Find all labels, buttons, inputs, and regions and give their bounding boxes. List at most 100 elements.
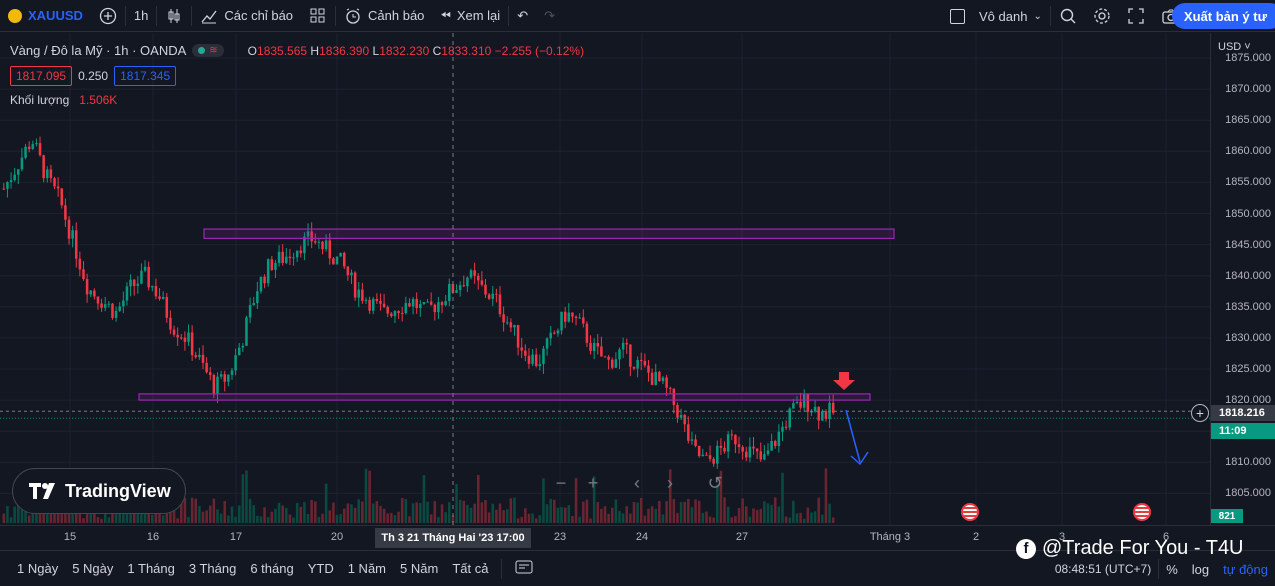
candle-body [744,451,748,458]
price-chart[interactable] [0,33,1210,525]
time-tick-label: 20 [330,531,344,543]
fullscreen-button[interactable] [1119,0,1153,32]
candle-body [328,240,332,259]
candle-body [705,454,708,456]
price-axis[interactable]: 1875.000 1870.000 1865.000 1860.000 1855.000… [1210,33,1275,525]
replay-button[interactable]: ⏪︎ Xem lại [432,0,508,32]
log-scale-toggle[interactable]: log [1191,561,1210,577]
candle-body [42,155,45,179]
candle-body [542,348,545,365]
us-flag-event-icon[interactable] [1133,503,1151,521]
range-button[interactable]: 1 Tháng [127,561,175,576]
volume-bar [9,517,13,523]
percent-scale-toggle[interactable]: % [1166,561,1178,577]
currency-select[interactable]: USD ˅ [1218,41,1251,53]
candle-body [534,354,538,367]
layout-checkbox-icon [950,8,965,24]
top-toolbar: XAUUSD 1h Các chỉ báo Cảnh báo ⏪︎ Xem lạ… [0,0,1275,32]
volume-bar [563,507,567,523]
bar-countdown-label: 11:09 [1211,423,1275,439]
candle-body [103,304,107,308]
volume-bar [270,511,274,523]
scroll-left-button[interactable]: ‹ [624,470,650,496]
auto-scale-toggle[interactable]: tự động [1223,561,1268,577]
scroll-right-button[interactable]: › [657,470,683,496]
volume-bar [408,516,411,523]
search-button[interactable] [1051,0,1085,32]
layout-select[interactable]: Vô danh ⌄ [942,0,1050,32]
market-status-badge[interactable]: ≋ [192,44,224,57]
candle-body [187,332,190,342]
candle-body [241,345,245,348]
candle-body [531,354,534,364]
candle-body [545,338,549,349]
volume-bar [248,498,252,523]
publish-idea-button[interactable]: Xuất bản ý tư [1171,3,1275,29]
candle-body [690,439,694,441]
range-button[interactable]: YTD [307,561,334,576]
volume-label[interactable]: Khối lượng [10,93,70,107]
tradingview-logo[interactable]: TradingView [12,468,186,514]
candle-body [806,393,810,412]
projection-arrow [845,409,861,463]
range-button[interactable]: 1 Ngày [17,561,59,576]
range-button[interactable]: 1 Năm [347,561,387,576]
candle-body [194,355,198,358]
candle-body [234,355,237,371]
clock-label[interactable]: 08:48:51 (UTC+7) [1054,562,1152,576]
reset-chart-button[interactable]: ↺ [702,470,728,496]
candle-body [9,180,13,183]
zoom-in-button[interactable]: + [580,470,606,496]
range-button[interactable]: 5 Năm [400,561,439,576]
add-alert-icon[interactable]: + [1191,404,1209,422]
range-button[interactable]: 6 tháng [250,561,294,576]
volume-bar [74,513,78,523]
candle-body [353,272,357,298]
volume-bar [303,502,306,523]
candle-body [502,314,505,323]
volume-bar [187,517,190,523]
indicators-button[interactable]: Các chỉ báo [192,0,301,32]
volume-bar [614,499,618,523]
redo-button[interactable]: ↷ [536,0,563,32]
candle-body [636,359,639,369]
sell-price-button[interactable]: 1817.095 [10,66,73,86]
compare-button[interactable] [91,0,125,32]
symbol-search[interactable]: XAUUSD [0,0,91,32]
volume-bar [585,499,589,523]
buy-price-button[interactable]: 1817.345 [114,66,177,86]
volume-bar [444,512,447,523]
templates-button[interactable] [301,0,335,32]
candle-body [346,266,350,276]
candle-body [270,259,274,270]
divider [508,5,510,26]
candle-body [60,188,64,206]
candle-body [71,230,74,239]
volume-bar [491,503,495,523]
chart-title[interactable]: Vàng / Đô la Mỹ · 1h · OANDA [10,43,187,58]
volume-bar [205,510,208,523]
volume-bar [484,500,487,523]
range-button[interactable]: 3 Tháng [188,561,237,576]
settings-button[interactable] [1085,0,1119,32]
chart-type-button[interactable] [157,0,191,32]
volume-bar [404,498,408,523]
range-button[interactable]: Tất cả [452,561,489,576]
candle-body [795,401,799,404]
volume-bar [89,508,93,523]
time-axis[interactable]: Th 3 21 Tháng Hai '23 17:00 15 16 17 20 23 24… [0,525,1275,549]
range-button[interactable]: 5 Ngày [72,561,114,576]
alerts-label: Cảnh báo [368,8,425,23]
undo-button[interactable]: ↶ [509,0,536,32]
interval-button[interactable]: 1h [126,0,156,32]
volume-bar [114,507,118,523]
volume-bar [151,514,154,523]
volume-bar [2,513,6,523]
zoom-out-button[interactable]: − [548,470,574,496]
goto-date-button[interactable] [508,559,540,578]
volume-bar [643,515,647,523]
us-flag-event-icon[interactable] [961,503,979,521]
candle-body [596,342,600,347]
alerts-button[interactable]: Cảnh báo [336,0,432,32]
candle-body [487,294,491,299]
